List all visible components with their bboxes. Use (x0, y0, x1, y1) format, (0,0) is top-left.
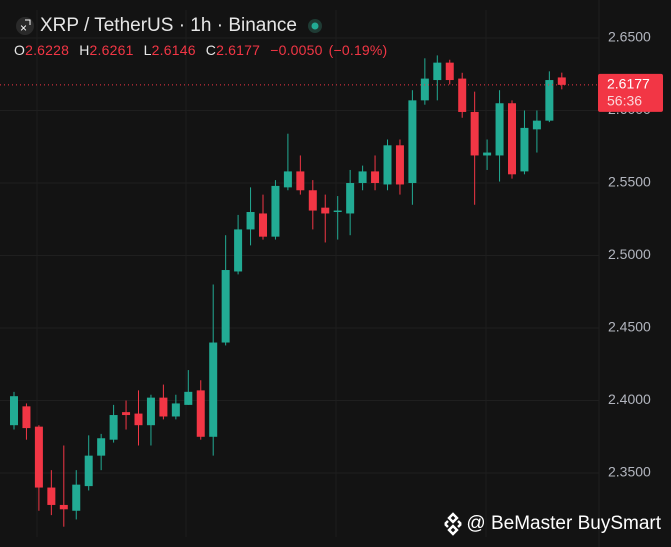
candle-body (134, 413, 143, 426)
open-label: O (14, 42, 26, 58)
candle-body (358, 171, 367, 184)
candle-body (122, 412, 131, 416)
close-label: C (205, 42, 217, 58)
candle-body (22, 406, 31, 429)
symbol-icon[interactable]: × (14, 15, 40, 37)
watermark-logo (444, 512, 463, 536)
candle-body (59, 504, 68, 510)
candle-body (221, 270, 230, 343)
close-value: 2.6177 (216, 42, 261, 58)
y-tick-label: 2.6500 (608, 29, 651, 45)
candle-body (308, 190, 317, 211)
candle-body (109, 415, 118, 440)
candle-body (72, 484, 81, 511)
watermark-text: @ BeMaster BuySmart (466, 513, 661, 534)
candle-body (47, 487, 56, 505)
y-tick-label: 2.4000 (608, 391, 651, 407)
svg-text:×: × (20, 21, 27, 35)
candle-body (557, 77, 566, 85)
candle-body (483, 152, 492, 156)
symbol-title: XRP / TetherUS · 1h · Binance (40, 15, 297, 36)
candle-body (283, 171, 292, 188)
candle-body (296, 171, 305, 191)
candle-body (321, 207, 330, 214)
candle-body (84, 455, 93, 487)
candle-body (234, 229, 243, 272)
change-pct: (−0.19%) (328, 42, 388, 58)
watermark: @ BeMaster BuySmart (440, 511, 661, 537)
candle-body (495, 103, 504, 156)
price-tag (598, 73, 663, 112)
y-tick-label: 2.3500 (608, 464, 651, 480)
candle-body (532, 120, 541, 130)
candle-body (445, 62, 454, 81)
low-label: L (143, 42, 152, 58)
y-tick-label: 2.4500 (608, 319, 651, 335)
high-label: H (79, 42, 90, 58)
candle-body (10, 396, 18, 426)
candle-body (259, 213, 267, 237)
price-tag-value: 2.6177 (607, 76, 650, 92)
candle-body (420, 78, 429, 101)
ohlc-row: O2.6228 H2.6261 L2.6146 C2.6177 −0.0050 (… (14, 42, 393, 58)
candle-body (408, 100, 417, 184)
candle-body (470, 111, 479, 156)
status-dot (307, 19, 322, 33)
change-value: −0.0050 (270, 42, 323, 58)
candle-body (395, 145, 404, 185)
candle-body (346, 183, 355, 214)
candle-body (97, 438, 106, 456)
y-tick-label: 2.5000 (608, 246, 651, 262)
low-value: 2.6146 (151, 42, 196, 58)
candle-body (171, 403, 180, 417)
candle-body (159, 397, 168, 417)
open-value: 2.6228 (25, 42, 70, 58)
candle-body (508, 103, 516, 175)
candle-body (34, 426, 43, 488)
candle-body (371, 171, 380, 184)
candle-body (246, 212, 255, 230)
candle-body (271, 185, 280, 237)
header: × XRP / TetherUS · 1h · Binance O2.6228 … (14, 12, 393, 58)
candle-body (184, 391, 193, 405)
high-value: 2.6261 (89, 42, 134, 58)
candle-body (196, 390, 205, 437)
price-tag-countdown: 56:36 (607, 93, 642, 109)
candle-body (458, 78, 467, 112)
title-row: × XRP / TetherUS · 1h · Binance (14, 12, 393, 40)
candle-body (433, 62, 442, 81)
y-tick-label: 2.5500 (608, 174, 651, 190)
candle-body (383, 145, 392, 185)
candle-body (146, 397, 155, 426)
candle-body (333, 210, 342, 213)
candle-body (209, 342, 218, 437)
candle-body (545, 80, 554, 121)
candle-body (520, 127, 529, 172)
